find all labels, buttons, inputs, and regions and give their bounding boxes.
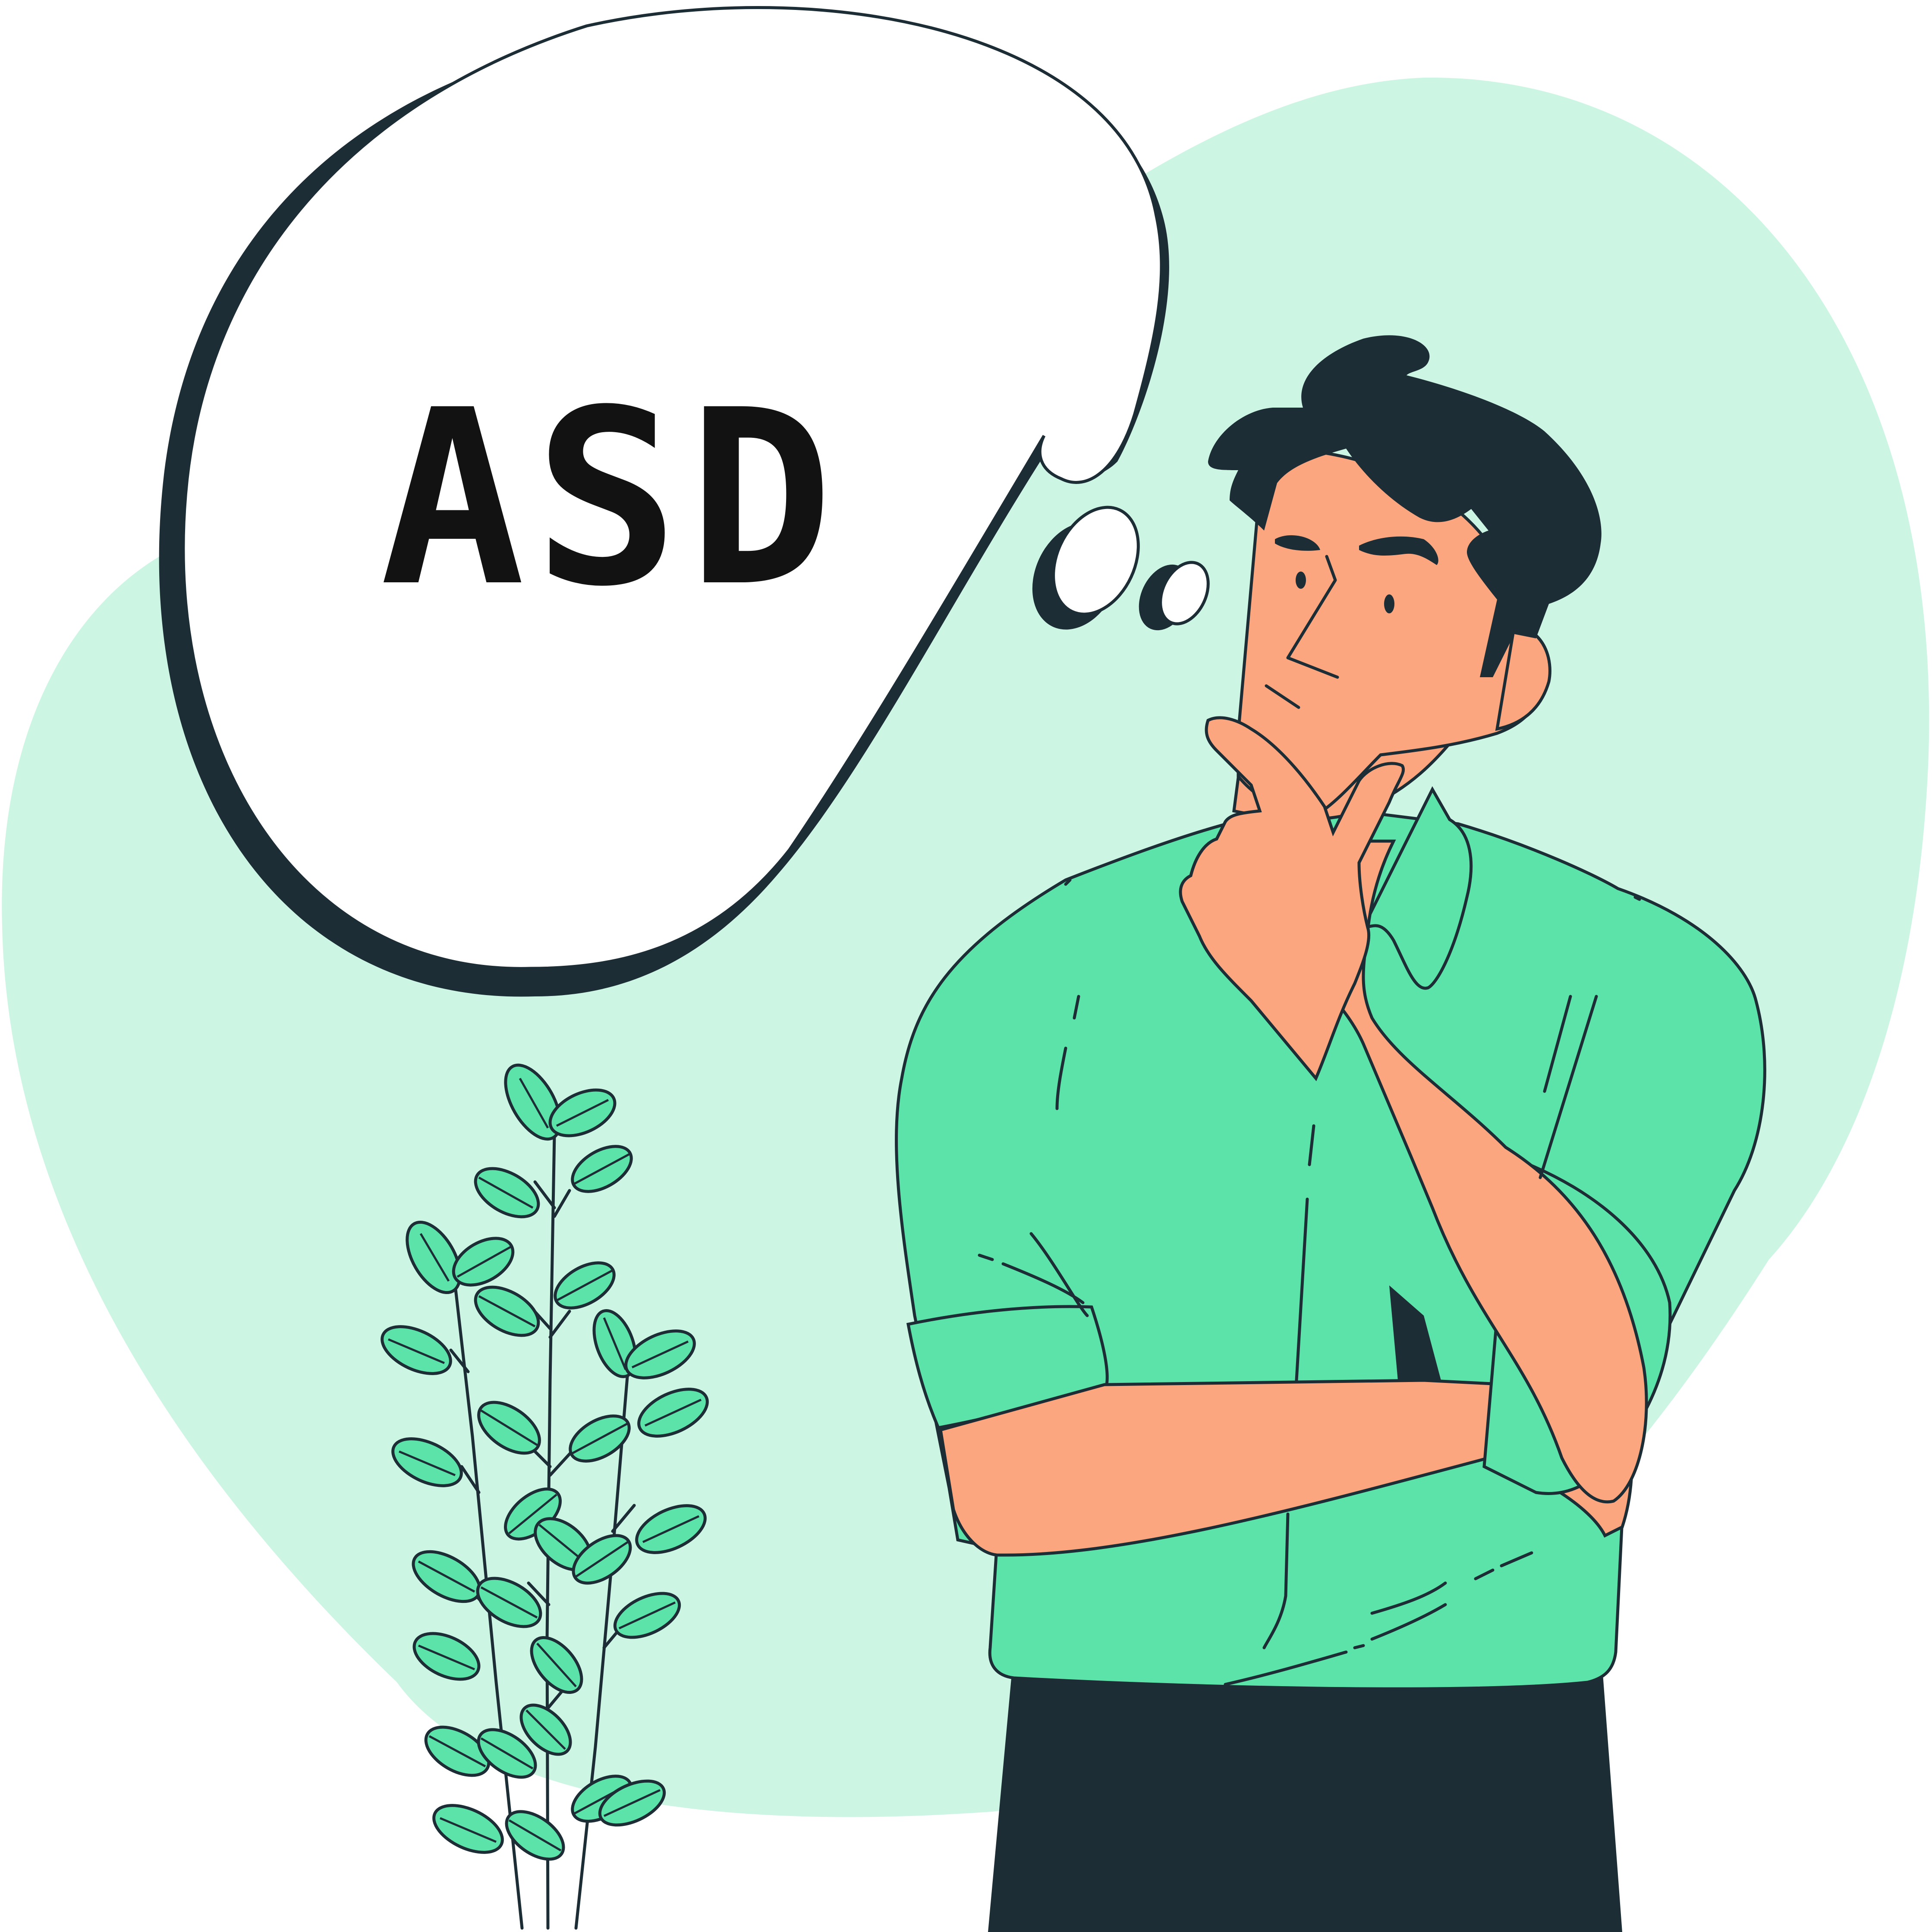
thinking-person xyxy=(895,335,1766,1932)
right-eye xyxy=(1384,594,1394,613)
left-eye xyxy=(1296,572,1306,589)
shirt-details xyxy=(978,878,1641,1686)
thought-bubble-text: ASD xyxy=(380,358,842,640)
hair xyxy=(1208,335,1602,677)
left-eyebrow xyxy=(1275,535,1320,551)
ear xyxy=(1495,624,1551,731)
thought-dot-large xyxy=(1052,506,1140,616)
nose xyxy=(1286,555,1339,679)
plant-leaves xyxy=(381,1063,709,1861)
thought-bubble: ASD xyxy=(159,6,1210,997)
right-eyebrow xyxy=(1359,536,1438,565)
hand xyxy=(1179,716,1405,1081)
mouth xyxy=(1265,684,1300,709)
shirt-collar xyxy=(1361,786,1473,990)
plant xyxy=(381,1063,709,1930)
thought-dot-small xyxy=(1159,561,1210,625)
pants xyxy=(988,1674,1622,1932)
thought-bubble-body xyxy=(182,6,1163,970)
shirt-inner-shadow xyxy=(1389,1285,1441,1380)
